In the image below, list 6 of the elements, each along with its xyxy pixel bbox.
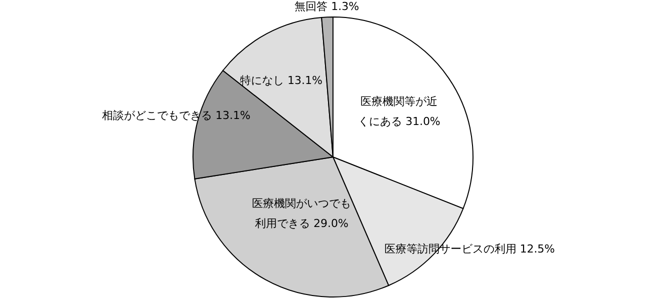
slice-label: 医療機関がいつでも利用できる 29.0% — [252, 196, 352, 230]
slice-label: 特になし 13.1% — [240, 74, 322, 87]
slice-label: 無回答 1.3% — [294, 0, 360, 14]
slice-label: 医療機関等が近くにある 31.0% — [358, 95, 440, 128]
slice-label: 医療等訪問サービスの利用 12.5% — [384, 242, 555, 256]
slice-label: 相談がどこでもできる 13.1% — [102, 109, 250, 122]
